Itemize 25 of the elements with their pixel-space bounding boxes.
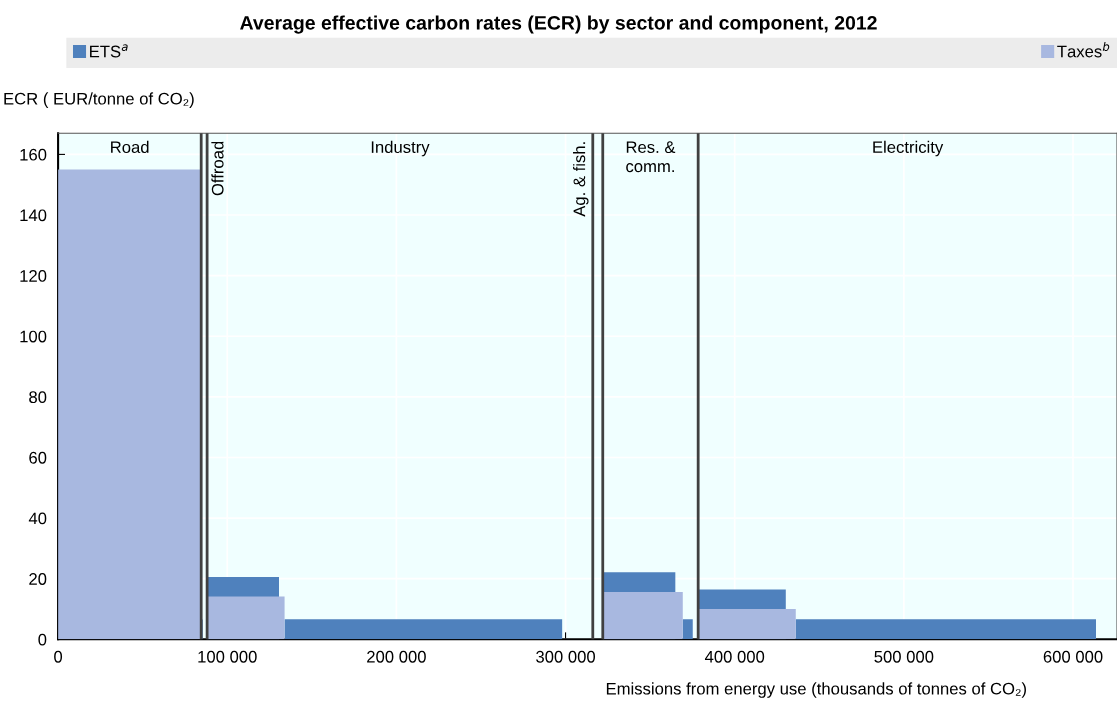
y-axis-title: ECR ( EUR/tonne of CO₂) — [4, 92, 194, 108]
legend-label: Taxes$^{b}$ — [1057, 41, 1110, 58]
y-tick-label: 100 — [20, 330, 47, 343]
x-tick-label: 200 000 — [367, 650, 426, 663]
x-tick-label: 0 — [54, 650, 63, 663]
band-label: Road — [111, 140, 149, 154]
x-tick-label: 300 000 — [536, 650, 596, 663]
y-tick-label: 140 — [20, 209, 47, 222]
legend-label: ETS$^{a}$ — [90, 44, 128, 58]
x-tick-label: 100 000 — [198, 650, 257, 663]
y-tick-label: 160 — [20, 148, 47, 161]
y-tick-label: 20 — [29, 573, 47, 585]
x-tick-label: 600 000 — [1043, 650, 1103, 663]
band-label: Industry — [371, 140, 430, 157]
y-tick-label: 60 — [29, 451, 47, 464]
y-tick-label: 80 — [29, 391, 47, 404]
band-label: Res. & comm. — [626, 141, 676, 173]
x-tick-label: 500 000 — [874, 650, 934, 663]
band-label: Electricity — [873, 140, 944, 157]
x-tick-label: 400 000 — [704, 650, 765, 663]
y-tick-label: 0 — [38, 633, 47, 646]
x-axis-title: Emissions from energy use (thousands of tonnes of CO₂) — [606, 682, 1026, 698]
y-tick-label: 120 — [20, 270, 47, 282]
y-tick-label: 40 — [28, 512, 47, 525]
chart-title: Average effective carbon rates (ECR) by sector and component, 2012 — [240, 15, 877, 34]
